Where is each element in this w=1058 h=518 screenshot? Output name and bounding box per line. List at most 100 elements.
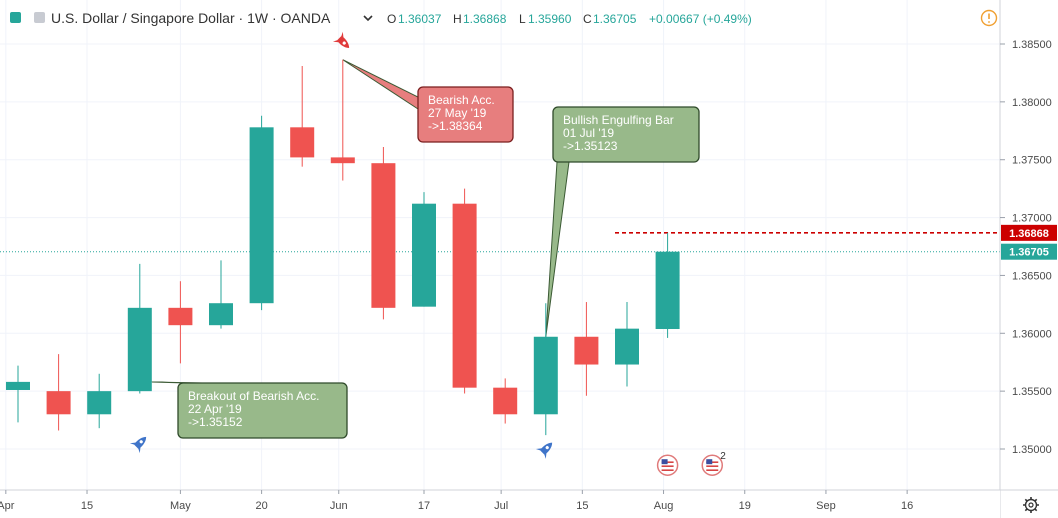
callout-text-line: Bearish Acc. <box>428 93 495 107</box>
callout-box <box>417 86 514 143</box>
candle[interactable] <box>452 188 477 394</box>
ohlc-open-label: O <box>387 12 396 26</box>
candle[interactable] <box>330 59 355 181</box>
candle-body <box>249 127 274 304</box>
candle-body <box>615 328 639 365</box>
ohlc-open-value: 1.36037 <box>398 12 442 26</box>
candle[interactable] <box>127 263 152 394</box>
price-axis[interactable]: 1.35000 1.35500 1.36000 1.36500 1.37000 1.375… <box>999 0 1058 518</box>
ohlc-close-label: C <box>583 12 592 26</box>
candle-body <box>168 307 193 326</box>
candle[interactable] <box>371 146 396 320</box>
candle-body <box>87 391 112 415</box>
callout-text-line: 22 Apr '19 <box>188 402 242 416</box>
flag-canton <box>661 459 668 465</box>
time-tick-label: Aug <box>654 500 674 512</box>
candle-body <box>290 127 315 158</box>
flag-canton <box>706 459 713 465</box>
ohlc-high-label: H <box>453 12 462 26</box>
price-tick-label: 1.35500 <box>1012 386 1052 398</box>
last-price-label: 1.36705 <box>1009 247 1049 259</box>
us-flag-event-icon[interactable]: 2 <box>701 451 726 476</box>
time-tick-label: Sep <box>816 500 836 512</box>
candle-body <box>412 203 436 307</box>
candle-body <box>493 387 518 415</box>
callout-text-line: Breakout of Bearish Acc. <box>188 389 319 403</box>
gear-icon[interactable] <box>1023 497 1039 513</box>
rocket-window <box>545 445 549 450</box>
time-tick-label: 15 <box>81 500 93 512</box>
callout-text-line: 01 Jul '19 <box>563 126 614 140</box>
markers[interactable]: 2 <box>129 31 726 476</box>
chart-header: U.S. Dollar / Singapore Dollar · 1W · OA… <box>10 10 752 26</box>
symbol-toggle-square[interactable] <box>34 12 45 23</box>
candle-body <box>209 303 233 326</box>
price-tick-label: 1.37500 <box>1012 155 1052 167</box>
candle[interactable] <box>290 65 315 167</box>
high-price-label: 1.36868 <box>1009 228 1049 240</box>
price-tick-label: 1.36500 <box>1012 270 1052 282</box>
candle-body <box>452 203 477 388</box>
event-circle <box>701 454 724 476</box>
reference-lines <box>0 232 1000 253</box>
chevron-down-icon[interactable] <box>363 15 373 22</box>
candle-body <box>574 336 599 365</box>
candle[interactable] <box>209 260 233 329</box>
time-axis[interactable]: Apr 15 May 20 Jun 17 Jul 15 Aug 19 Sep 16 <box>0 489 1058 518</box>
candle-body <box>6 381 30 390</box>
rocket-window <box>342 41 346 45</box>
price-tick-label: 1.35000 <box>1012 444 1052 456</box>
time-tick-label: Apr <box>0 500 15 512</box>
candles[interactable] <box>6 59 680 436</box>
callout-bearish-acc[interactable]: Bearish Acc.27 May '19->1.38364 <box>342 59 514 143</box>
candle-body <box>330 157 355 164</box>
callout-box <box>177 382 348 439</box>
candle[interactable] <box>46 354 71 431</box>
symbol-title[interactable]: U.S. Dollar / Singapore Dollar · 1W · OA… <box>51 10 331 26</box>
callout-text-line: 27 May '19 <box>428 106 487 120</box>
time-tick-label: 20 <box>255 500 267 512</box>
candle[interactable] <box>412 192 436 307</box>
time-tick-label: Jul <box>494 500 508 512</box>
ohlc-close-value: 1.36705 <box>593 12 637 26</box>
callout-breakout[interactable]: Breakout of Bearish Acc.22 Apr '19->1.35… <box>151 381 348 439</box>
candle[interactable] <box>615 302 639 387</box>
candle[interactable] <box>574 302 599 396</box>
rocket-up-icon[interactable] <box>129 432 151 454</box>
candle[interactable] <box>533 303 558 436</box>
callout-text-line: ->1.35123 <box>563 139 618 153</box>
candle-body <box>371 163 396 308</box>
candle[interactable] <box>493 378 518 424</box>
price-tick-label: 1.38000 <box>1012 97 1052 109</box>
rocket-window <box>139 440 143 444</box>
alert-icon[interactable] <box>980 9 998 27</box>
time-tick-label: Jun <box>330 500 348 512</box>
symbol-toggle-square[interactable] <box>10 12 21 23</box>
rocket-up-icon[interactable] <box>535 438 557 459</box>
candle[interactable] <box>655 232 680 338</box>
ohlc-change-value: +0.00667 (+0.49%) <box>649 12 752 26</box>
rocket-down-icon[interactable] <box>332 31 354 53</box>
annotation-callouts[interactable]: Bearish Acc.27 May '19->1.38364 Bullish E… <box>151 59 700 439</box>
event-circle <box>656 454 679 476</box>
ohlc-high-value: 1.36868 <box>463 12 507 26</box>
candle[interactable] <box>6 365 30 423</box>
candle[interactable] <box>249 115 274 311</box>
us-flag-event-icon[interactable] <box>656 454 679 476</box>
time-tick-label: 17 <box>418 500 430 512</box>
time-axis-background <box>0 490 1000 518</box>
callout-text-line: ->1.35152 <box>188 415 243 429</box>
time-tick-label: 16 <box>901 500 913 512</box>
grid-lines <box>0 0 1000 490</box>
high-price-label-background <box>1001 224 1057 241</box>
callout-text-line: Bullish Engulfing Bar <box>563 113 674 127</box>
callout-pointer <box>545 161 570 337</box>
time-tick-label: May <box>170 500 191 512</box>
candle[interactable] <box>87 373 112 429</box>
callout-text-line: ->1.38364 <box>428 119 483 133</box>
last-price-label-background <box>1001 243 1057 260</box>
candle[interactable] <box>168 281 193 364</box>
rocket-fin <box>129 442 141 454</box>
